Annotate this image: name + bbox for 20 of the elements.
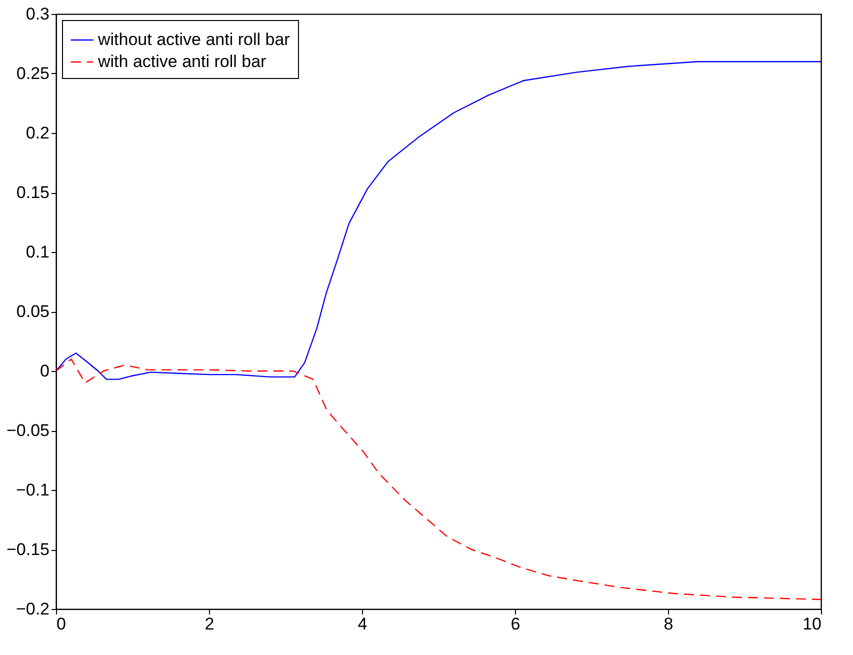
y-tick-label: −0.15 (6, 540, 50, 559)
legend-label: with active anti roll bar (97, 52, 267, 71)
x-tick-label: 10 (802, 614, 822, 634)
y-tick-label: −0.1 (16, 480, 50, 500)
x-tick-label: 2 (204, 614, 214, 634)
y-tick-label: −0.05 (6, 421, 50, 440)
y-tick-label: 0.1 (26, 242, 50, 262)
y-tick-label: 0.2 (26, 124, 50, 142)
x-tick-label: 8 (664, 614, 674, 634)
y-tick-label: −0.2 (16, 600, 50, 618)
y-tick-label: 0.25 (16, 64, 50, 83)
y-tick-label: 0.3 (26, 4, 50, 24)
x-tick-label: 0 (56, 614, 66, 634)
x-tick-label: 4 (358, 614, 368, 634)
line-series (56, 358, 821, 600)
x-tick-label: 6 (510, 614, 520, 634)
y-tick-label: 0 (40, 362, 50, 380)
y-tick-label: 0.05 (16, 302, 50, 321)
legend-label: without active anti roll bar (97, 30, 290, 49)
y-tick-label: 0.15 (16, 183, 50, 202)
